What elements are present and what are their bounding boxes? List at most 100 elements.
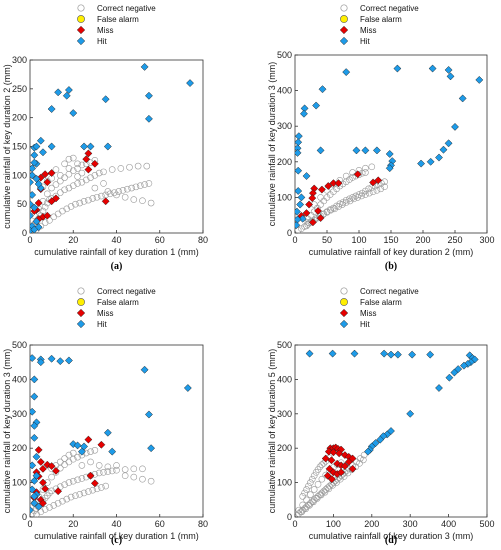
- point-correct-negative: [306, 502, 313, 509]
- point-correct-negative: [98, 484, 105, 491]
- point-correct-negative: [350, 195, 358, 203]
- point-correct-negative: [82, 176, 90, 184]
- point-correct-negative: [130, 465, 138, 473]
- point-miss: [333, 459, 342, 468]
- point-correct-negative: [69, 167, 77, 175]
- point-hit: [298, 214, 307, 223]
- legend: Correct negative False alarm Miss Hit: [339, 287, 419, 329]
- point-miss: [97, 440, 106, 449]
- point-correct-negative: [318, 475, 326, 483]
- point-miss: [335, 449, 344, 458]
- point-correct-negative: [108, 467, 116, 475]
- y-tick-label: 300: [277, 121, 292, 131]
- point-correct-negative: [339, 201, 346, 208]
- point-correct-negative: [130, 473, 138, 481]
- y-tick-label: 300: [12, 55, 27, 65]
- point-hit: [30, 492, 39, 501]
- point-correct-negative: [322, 486, 330, 493]
- point-correct-negative: [85, 488, 92, 495]
- point-hit: [387, 350, 395, 359]
- point-correct-negative: [65, 451, 73, 459]
- y-tick-label: 0: [22, 228, 27, 238]
- point-hit: [316, 146, 325, 155]
- point-hit: [444, 139, 453, 148]
- data-points: [295, 64, 484, 233]
- point-hit: [54, 88, 63, 97]
- point-hit: [352, 146, 361, 155]
- point-correct-negative: [48, 184, 55, 192]
- legend-marker-false-alarm: [77, 298, 85, 306]
- point-correct-negative: [325, 485, 333, 493]
- legend-marker-miss: [339, 25, 349, 35]
- point-correct-negative: [349, 194, 356, 201]
- point-correct-negative: [139, 475, 146, 483]
- point-correct-negative: [104, 468, 112, 475]
- legend-marker-hit: [76, 36, 86, 46]
- legend-label: Correct negative: [360, 287, 419, 296]
- point-hit: [77, 447, 86, 456]
- point-correct-negative: [342, 199, 350, 206]
- point-hit: [475, 75, 484, 84]
- y-tick-label: 300: [12, 409, 27, 419]
- point-hit: [39, 148, 47, 157]
- legend-label: False alarm: [97, 298, 139, 307]
- point-correct-negative: [360, 456, 367, 464]
- point-correct-negative: [121, 472, 129, 480]
- point-miss: [39, 478, 47, 487]
- point-correct-negative: [72, 492, 79, 499]
- point-correct-negative: [48, 473, 55, 481]
- point-hit: [435, 153, 443, 162]
- point-miss: [317, 185, 326, 194]
- point-miss: [323, 471, 332, 480]
- point-hit: [30, 200, 34, 209]
- point-correct-negative: [147, 477, 155, 485]
- point-correct-negative: [104, 188, 112, 195]
- point-correct-negative: [37, 508, 45, 516]
- y-axis-label: cumulative rainfall of key duration 3 (m…: [267, 62, 277, 227]
- point-correct-negative: [302, 505, 310, 513]
- point-correct-negative: [80, 489, 88, 497]
- x-tick-label: 400: [441, 519, 456, 529]
- y-tick-label: 200: [277, 443, 292, 453]
- legend-label: Correct negative: [97, 4, 156, 13]
- point-correct-negative: [61, 160, 68, 168]
- x-tick-label: 40: [111, 235, 121, 245]
- point-hit: [444, 65, 453, 74]
- point-correct-negative: [78, 178, 86, 186]
- point-miss: [41, 484, 50, 493]
- x-tick-label: 150: [383, 235, 398, 245]
- x-tick-label: 0: [27, 235, 32, 245]
- point-hit: [342, 68, 351, 77]
- point-miss: [43, 211, 52, 220]
- point-correct-negative: [98, 192, 105, 200]
- point-correct-negative: [124, 185, 131, 193]
- point-correct-negative: [65, 155, 73, 163]
- point-correct-negative: [356, 460, 363, 467]
- point-hit: [350, 349, 359, 358]
- point-correct-negative: [141, 181, 148, 188]
- y-tick-label: 200: [12, 113, 27, 123]
- y-tick-label: 400: [12, 374, 27, 384]
- point-correct-negative: [74, 173, 81, 180]
- y-tick-label: 300: [277, 409, 292, 419]
- point-correct-negative: [50, 502, 58, 509]
- point-correct-negative: [377, 185, 385, 193]
- point-hit: [439, 145, 448, 154]
- legend: Correct negative False alarm Miss Hit: [339, 4, 419, 46]
- point-miss: [43, 178, 52, 187]
- point-correct-negative: [91, 446, 99, 454]
- point-hit: [47, 142, 56, 151]
- point-hit: [393, 350, 402, 359]
- point-correct-negative: [72, 200, 79, 208]
- point-correct-negative: [358, 189, 366, 197]
- point-miss: [86, 471, 95, 480]
- point-correct-negative: [362, 187, 369, 195]
- point-hit: [30, 178, 34, 187]
- point-correct-negative: [362, 191, 369, 198]
- point-hit: [318, 85, 327, 94]
- legend-marker-correct-negative: [77, 287, 85, 295]
- point-hit: [30, 506, 34, 515]
- point-miss: [337, 468, 346, 477]
- point-correct-negative: [67, 203, 75, 210]
- point-correct-negative: [346, 197, 354, 205]
